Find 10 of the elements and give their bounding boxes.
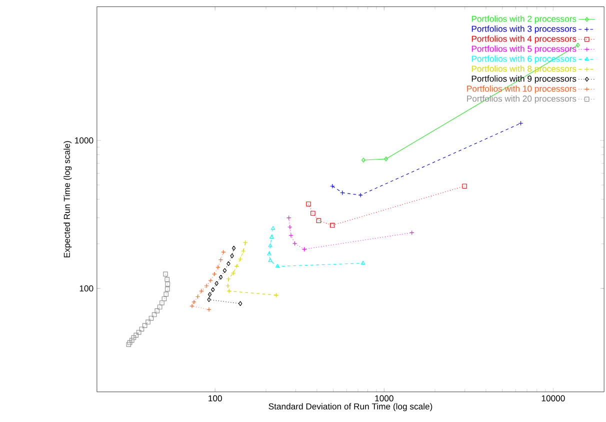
legend-label: Portfolios with 3 processors [472, 26, 576, 34]
legend-label: Portfolios with 10 processors [467, 86, 576, 94]
legend-label: Portfolios with 8 processors [472, 66, 576, 74]
x-tick-label: 100 [208, 395, 222, 402]
x-tick-label: 1000 [375, 395, 394, 402]
y-axis-title: Expected Run Time (log scale) [64, 141, 72, 258]
x-axis-title: Standard Deviation of Run Time (log scale) [268, 403, 432, 412]
x-tick-label: 10000 [542, 395, 565, 402]
legend-label: Portfolios with 4 processors [472, 36, 576, 44]
legend-label: Portfolios with 2 processors [472, 16, 576, 24]
